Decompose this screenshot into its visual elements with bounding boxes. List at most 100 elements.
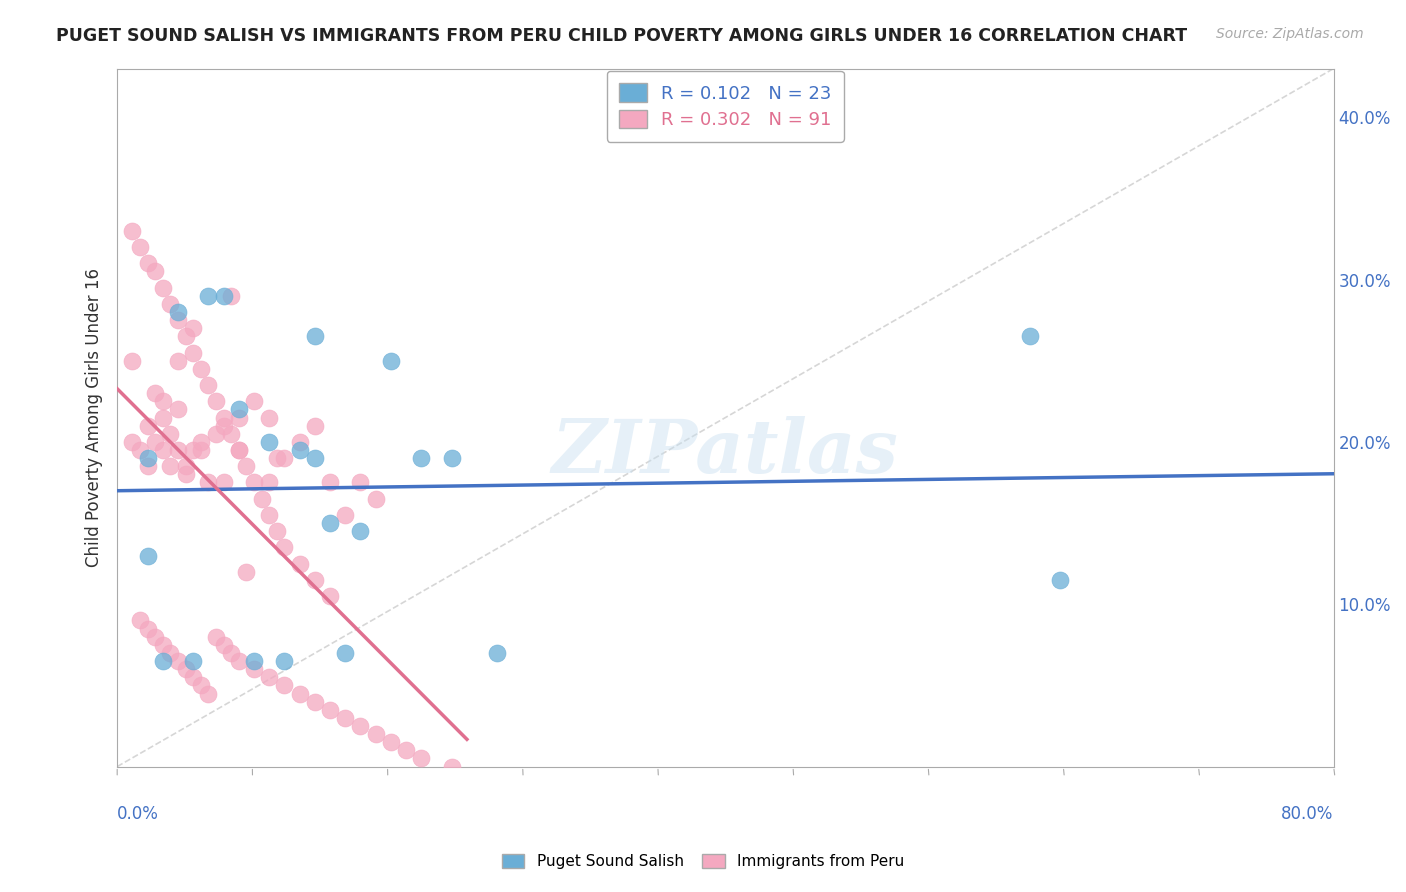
- Point: [136, 451, 159, 466]
- Point: [288, 434, 311, 449]
- Point: [167, 443, 190, 458]
- Point: [152, 410, 174, 425]
- Point: [181, 670, 204, 684]
- Point: [197, 687, 219, 701]
- Point: [129, 614, 152, 628]
- Point: [319, 703, 342, 717]
- Point: [364, 727, 387, 741]
- Point: [205, 426, 228, 441]
- Legend: R = 0.102   N = 23, R = 0.302   N = 91: R = 0.102 N = 23, R = 0.302 N = 91: [607, 70, 844, 142]
- Point: [181, 321, 204, 335]
- Text: ZIPatlas: ZIPatlas: [553, 417, 898, 489]
- Point: [159, 459, 181, 474]
- Point: [257, 670, 280, 684]
- Point: [304, 451, 326, 466]
- Point: [380, 353, 402, 368]
- Point: [129, 443, 152, 458]
- Point: [235, 565, 257, 579]
- Point: [136, 622, 159, 636]
- Point: [228, 654, 250, 668]
- Point: [335, 646, 357, 660]
- Y-axis label: Child Poverty Among Girls Under 16: Child Poverty Among Girls Under 16: [86, 268, 103, 567]
- Point: [174, 467, 197, 482]
- Point: [174, 329, 197, 343]
- Point: [205, 630, 228, 644]
- Point: [167, 402, 190, 417]
- Point: [197, 289, 219, 303]
- Point: [243, 475, 266, 490]
- Point: [380, 735, 402, 749]
- Point: [190, 362, 212, 376]
- Point: [228, 443, 250, 458]
- Point: [1018, 329, 1040, 343]
- Point: [273, 451, 295, 466]
- Text: PUGET SOUND SALISH VS IMMIGRANTS FROM PERU CHILD POVERTY AMONG GIRLS UNDER 16 CO: PUGET SOUND SALISH VS IMMIGRANTS FROM PE…: [56, 27, 1187, 45]
- Point: [486, 646, 509, 660]
- Point: [212, 410, 235, 425]
- Point: [181, 654, 204, 668]
- Point: [1049, 573, 1071, 587]
- Point: [121, 353, 143, 368]
- Point: [121, 224, 143, 238]
- Point: [143, 630, 166, 644]
- Point: [159, 426, 181, 441]
- Point: [250, 491, 273, 506]
- Point: [243, 394, 266, 409]
- Point: [219, 289, 242, 303]
- Point: [395, 743, 418, 757]
- Point: [440, 759, 463, 773]
- Point: [266, 524, 288, 539]
- Point: [129, 240, 152, 254]
- Point: [197, 378, 219, 392]
- Point: [136, 256, 159, 270]
- Point: [143, 264, 166, 278]
- Point: [159, 646, 181, 660]
- Point: [304, 418, 326, 433]
- Point: [212, 418, 235, 433]
- Point: [266, 451, 288, 466]
- Point: [335, 508, 357, 522]
- Point: [121, 434, 143, 449]
- Point: [190, 678, 212, 692]
- Point: [136, 418, 159, 433]
- Point: [152, 654, 174, 668]
- Point: [257, 410, 280, 425]
- Point: [304, 695, 326, 709]
- Point: [319, 589, 342, 603]
- Point: [167, 313, 190, 327]
- Point: [349, 524, 371, 539]
- Point: [190, 443, 212, 458]
- Point: [273, 678, 295, 692]
- Point: [143, 434, 166, 449]
- Point: [288, 557, 311, 571]
- Point: [243, 662, 266, 676]
- Point: [219, 426, 242, 441]
- Point: [228, 443, 250, 458]
- Point: [304, 573, 326, 587]
- Text: Source: ZipAtlas.com: Source: ZipAtlas.com: [1216, 27, 1364, 41]
- Point: [136, 459, 159, 474]
- Point: [273, 541, 295, 555]
- Point: [167, 654, 190, 668]
- Point: [174, 459, 197, 474]
- Point: [212, 475, 235, 490]
- Point: [219, 646, 242, 660]
- Point: [152, 638, 174, 652]
- Point: [152, 443, 174, 458]
- Point: [228, 402, 250, 417]
- Point: [304, 329, 326, 343]
- Point: [136, 549, 159, 563]
- Point: [319, 516, 342, 530]
- Point: [364, 491, 387, 506]
- Point: [190, 434, 212, 449]
- Point: [152, 394, 174, 409]
- Point: [197, 475, 219, 490]
- Point: [288, 443, 311, 458]
- Point: [411, 751, 433, 765]
- Point: [288, 687, 311, 701]
- Point: [228, 410, 250, 425]
- Point: [181, 443, 204, 458]
- Point: [243, 654, 266, 668]
- Point: [257, 475, 280, 490]
- Point: [257, 508, 280, 522]
